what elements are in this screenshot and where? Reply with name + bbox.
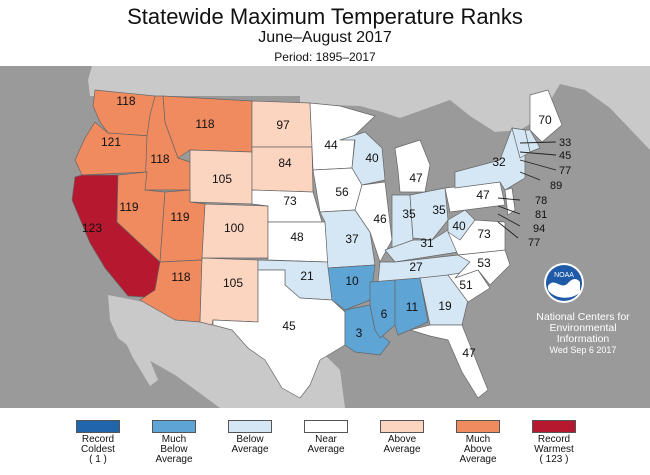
legend-label: Record Warmest ( 123 )	[534, 434, 574, 465]
state-rank-in: 35	[402, 207, 416, 221]
credit-line-3: Information	[556, 333, 610, 345]
state-nm	[199, 257, 259, 326]
legend-swatch	[304, 420, 348, 433]
state-oh	[409, 187, 449, 241]
callout-rank-ri: 77	[559, 165, 571, 177]
map-period: Period: 1895–2017	[274, 50, 376, 64]
callout-rank-nh: 33	[559, 137, 571, 149]
state-rank-ms: 6	[381, 307, 388, 321]
state-rank-ne: 73	[283, 194, 297, 208]
legend-item-record-warmest: Record Warmest ( 123 )	[516, 420, 592, 465]
state-rank-oh: 35	[432, 203, 446, 217]
callout-rank-ma: 45	[559, 150, 571, 162]
state-rank-il: 46	[373, 212, 387, 226]
legend-item-record-coldest: Record Coldest ( 1 )	[60, 420, 136, 465]
legend-item-below: Below Average	[212, 420, 288, 455]
state-ny	[454, 127, 526, 191]
state-wi	[339, 131, 386, 186]
state-rank-sd: 84	[278, 156, 292, 170]
state-wv	[447, 209, 476, 241]
state-or	[74, 121, 151, 176]
state-rank-ia: 56	[335, 185, 349, 199]
legend-label: Record Coldest ( 1 )	[81, 434, 115, 465]
noaa-logo-icon: NOAA	[544, 263, 584, 303]
state-fl	[409, 324, 489, 399]
state-rank-wv: 40	[452, 219, 466, 233]
state-rank-ca: 123	[82, 221, 102, 235]
state-rank-fl: 47	[462, 346, 476, 360]
callout-rank-va-small: 77	[528, 237, 540, 249]
callout-lines	[497, 141, 557, 239]
state-rank-va: 73	[477, 227, 491, 241]
state-ga	[419, 274, 469, 326]
state-rank-wi: 40	[365, 151, 379, 165]
state-rank-ny: 32	[492, 155, 506, 169]
callout-rank-de: 81	[535, 209, 547, 221]
state-rank-mi: 47	[409, 171, 423, 185]
state-rank-nd: 97	[276, 118, 290, 132]
state-tx	[212, 269, 346, 399]
callout-rank-md: 94	[533, 223, 545, 235]
legend-swatch	[152, 420, 196, 433]
map-subtitle: June–August 2017	[258, 29, 392, 46]
credit-line-1: National Centers for	[536, 311, 630, 323]
state-rank-az: 118	[171, 270, 190, 284]
legend-item-above: Above Average	[364, 420, 440, 455]
state-rank-sc: 51	[459, 278, 473, 292]
legend-swatch	[532, 420, 576, 433]
credit-date: Wed Sep 6 2017	[549, 345, 617, 355]
svg-text:NOAA: NOAA	[554, 272, 574, 279]
legend-swatch	[456, 420, 500, 433]
state-rank-nc: 53	[477, 256, 491, 270]
state-nj	[504, 187, 516, 216]
state-rank-tx: 45	[282, 319, 296, 333]
state-rank-al: 11	[406, 300, 419, 314]
legend-swatch	[380, 420, 424, 433]
legend-swatch	[228, 420, 272, 433]
legend-label: Above Average	[383, 434, 421, 455]
state-me	[529, 89, 563, 143]
credit-block: National Centers for Environmental Infor…	[520, 312, 646, 356]
map-title: Statewide Maximum Temperature Ranks	[127, 4, 523, 29]
state-rank-mo: 37	[345, 232, 359, 246]
state-rank-co: 100	[224, 221, 244, 235]
legend-label: Much Above Average	[459, 434, 497, 465]
legend-item-much-below: Much Below Average	[136, 420, 212, 465]
state-nc	[454, 249, 511, 286]
callout-rank-nj: 78	[535, 195, 547, 207]
state-rank-ut: 119	[170, 210, 189, 224]
canada-land	[88, 66, 650, 150]
legend-swatch	[76, 420, 120, 433]
state-rank-ky: 31	[420, 236, 434, 250]
state-rank-mt: 118	[195, 117, 214, 131]
state-rank-id: 118	[150, 152, 169, 166]
state-rank-mn: 44	[324, 138, 338, 152]
state-rank-me: 70	[538, 113, 552, 127]
state-rank-nm: 105	[223, 276, 243, 290]
legend-item-much-above: Much Above Average	[440, 420, 516, 465]
legend-label: Much Below Average	[155, 434, 193, 465]
state-rank-wa: 118	[116, 94, 135, 108]
us-temperature-map: 1181211231181191181051191181001059784734…	[0, 66, 650, 408]
legend: Record Coldest ( 1 ) Much Below Average …	[0, 408, 650, 475]
legend-label: Near Average	[307, 434, 345, 455]
state-ar	[327, 264, 376, 311]
state-rank-tn: 27	[409, 260, 423, 274]
legend-label: Below Average	[231, 434, 269, 455]
state-rank-ok: 21	[300, 269, 314, 283]
credit-line-2: Environmental	[549, 322, 617, 334]
header: Statewide Maximum Temperature Ranks June…	[0, 0, 650, 66]
state-rank-wy: 105	[212, 172, 232, 186]
state-rank-la: 3	[356, 326, 363, 340]
state-rank-ar: 10	[345, 274, 359, 288]
baja-land	[112, 300, 158, 386]
state-rank-pa: 47	[476, 188, 490, 202]
state-rank-or: 121	[101, 135, 121, 149]
state-rank-nv: 119	[119, 200, 138, 214]
state-in	[391, 194, 414, 249]
state-rank-ga: 19	[438, 299, 452, 313]
legend-item-near: Near Average	[288, 420, 364, 455]
state-rank-ks: 48	[290, 230, 304, 244]
callout-rank-ct: 89	[550, 180, 562, 192]
